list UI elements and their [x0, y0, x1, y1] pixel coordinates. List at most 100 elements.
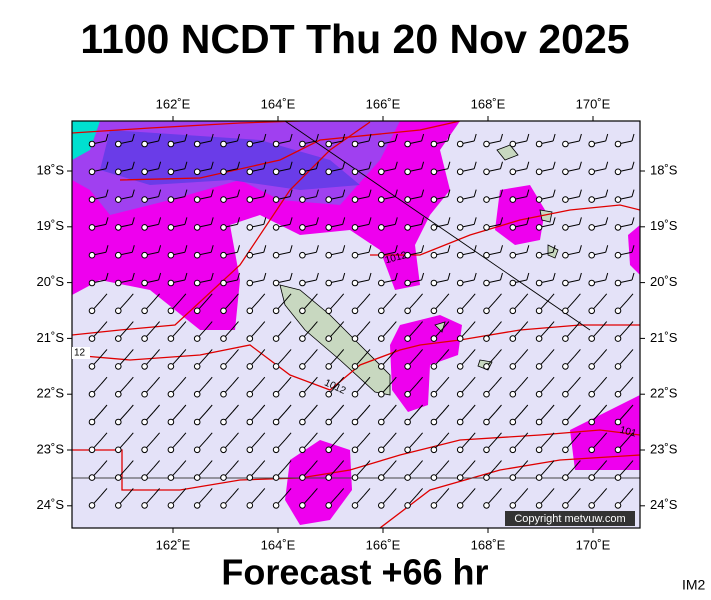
barb-station [509, 224, 517, 231]
barb-flag [521, 432, 529, 441]
barb-station [562, 224, 569, 231]
barb-station [430, 224, 438, 231]
barb-flag [210, 217, 214, 225]
barb-flag [605, 245, 609, 253]
barb-flag [315, 133, 319, 142]
barb-station [430, 474, 438, 481]
barb-station [167, 335, 175, 342]
barb-station [299, 224, 306, 231]
barb-station [614, 418, 622, 426]
barb-flag [574, 376, 581, 385]
barb-station [246, 363, 254, 370]
barb-flag [153, 432, 160, 441]
barb-flag [237, 133, 240, 142]
barb-station [483, 279, 490, 287]
barb-station [325, 418, 333, 426]
barb-station [614, 279, 622, 287]
rain-area [72, 121, 100, 160]
barb-station [430, 502, 438, 509]
barb-station [509, 502, 517, 509]
barb-station [509, 335, 517, 342]
barb-station [220, 224, 227, 231]
barb-station [483, 251, 490, 259]
barb-station [88, 474, 96, 481]
barb-station [378, 446, 385, 454]
lat-label: 20˚S [650, 274, 678, 289]
barb-station [378, 251, 385, 259]
lon-label: 170˚E [576, 537, 611, 552]
isobar [119, 121, 461, 181]
barb-flag [237, 161, 240, 169]
rain-area [628, 225, 640, 275]
barb-station [404, 307, 411, 315]
barb-flag [131, 189, 135, 197]
barb-station [562, 196, 569, 203]
barb-flag [574, 432, 581, 441]
barb-flag [315, 245, 319, 253]
barb-station [351, 224, 359, 231]
barb-flag [389, 460, 397, 468]
lat-label: 18˚S [37, 162, 65, 177]
isobar-label: 12 [74, 348, 86, 359]
barb-flag [263, 217, 267, 225]
barb-station [535, 335, 543, 342]
barb-station [141, 307, 148, 315]
barb-flag [342, 217, 346, 225]
barb-flag [342, 189, 346, 197]
barb-flag [263, 189, 267, 197]
lat-label: 22˚S [37, 386, 65, 401]
barb-flag [289, 245, 293, 253]
barb-flag [158, 272, 162, 281]
barb-flag [237, 272, 240, 281]
barb-station [430, 140, 438, 148]
barb-station [115, 363, 122, 370]
barb-flag [363, 321, 371, 329]
barb-station [167, 168, 175, 176]
barb-flag [311, 321, 318, 329]
barb-flag [626, 321, 634, 329]
barb-flag [263, 272, 267, 281]
barb-flag [578, 272, 582, 281]
barb-station [220, 168, 227, 176]
barb-station [115, 224, 122, 231]
barb-flag [442, 488, 450, 496]
barb-station [272, 474, 280, 481]
island [279, 284, 391, 396]
barb-station [509, 363, 517, 370]
barb-flag [416, 349, 423, 357]
barb-station [430, 307, 438, 315]
barb-station [272, 168, 280, 176]
barb-flag [232, 432, 239, 441]
barb-station [456, 196, 464, 203]
barb-flag [337, 321, 345, 329]
barb-station [535, 446, 543, 454]
barb-flag [442, 432, 450, 441]
barb-station [430, 196, 438, 203]
barb-station [378, 363, 385, 370]
barb-flag [232, 349, 239, 357]
barb-flag [473, 272, 477, 281]
barb-flag [184, 217, 188, 225]
barb-station [535, 168, 543, 176]
lat-label: 19˚S [37, 218, 65, 233]
barb-flag [311, 432, 318, 441]
isobar [72, 121, 301, 134]
boundary-line [284, 121, 591, 331]
barb-station [562, 363, 569, 370]
barb-flag [237, 189, 240, 197]
barb-station [299, 390, 306, 398]
barb-station [483, 224, 490, 231]
barb-flag [547, 432, 555, 441]
barb-station [246, 251, 254, 259]
barb-flag [421, 189, 425, 197]
barb-flag [631, 245, 635, 253]
barb-flag [495, 460, 502, 468]
barb-flag [363, 488, 371, 496]
barb-station [430, 279, 438, 287]
barb-station [562, 474, 569, 481]
barb-flag [131, 217, 135, 225]
barb-station [325, 446, 333, 454]
barb-station [456, 390, 464, 398]
barb-station [141, 418, 148, 426]
